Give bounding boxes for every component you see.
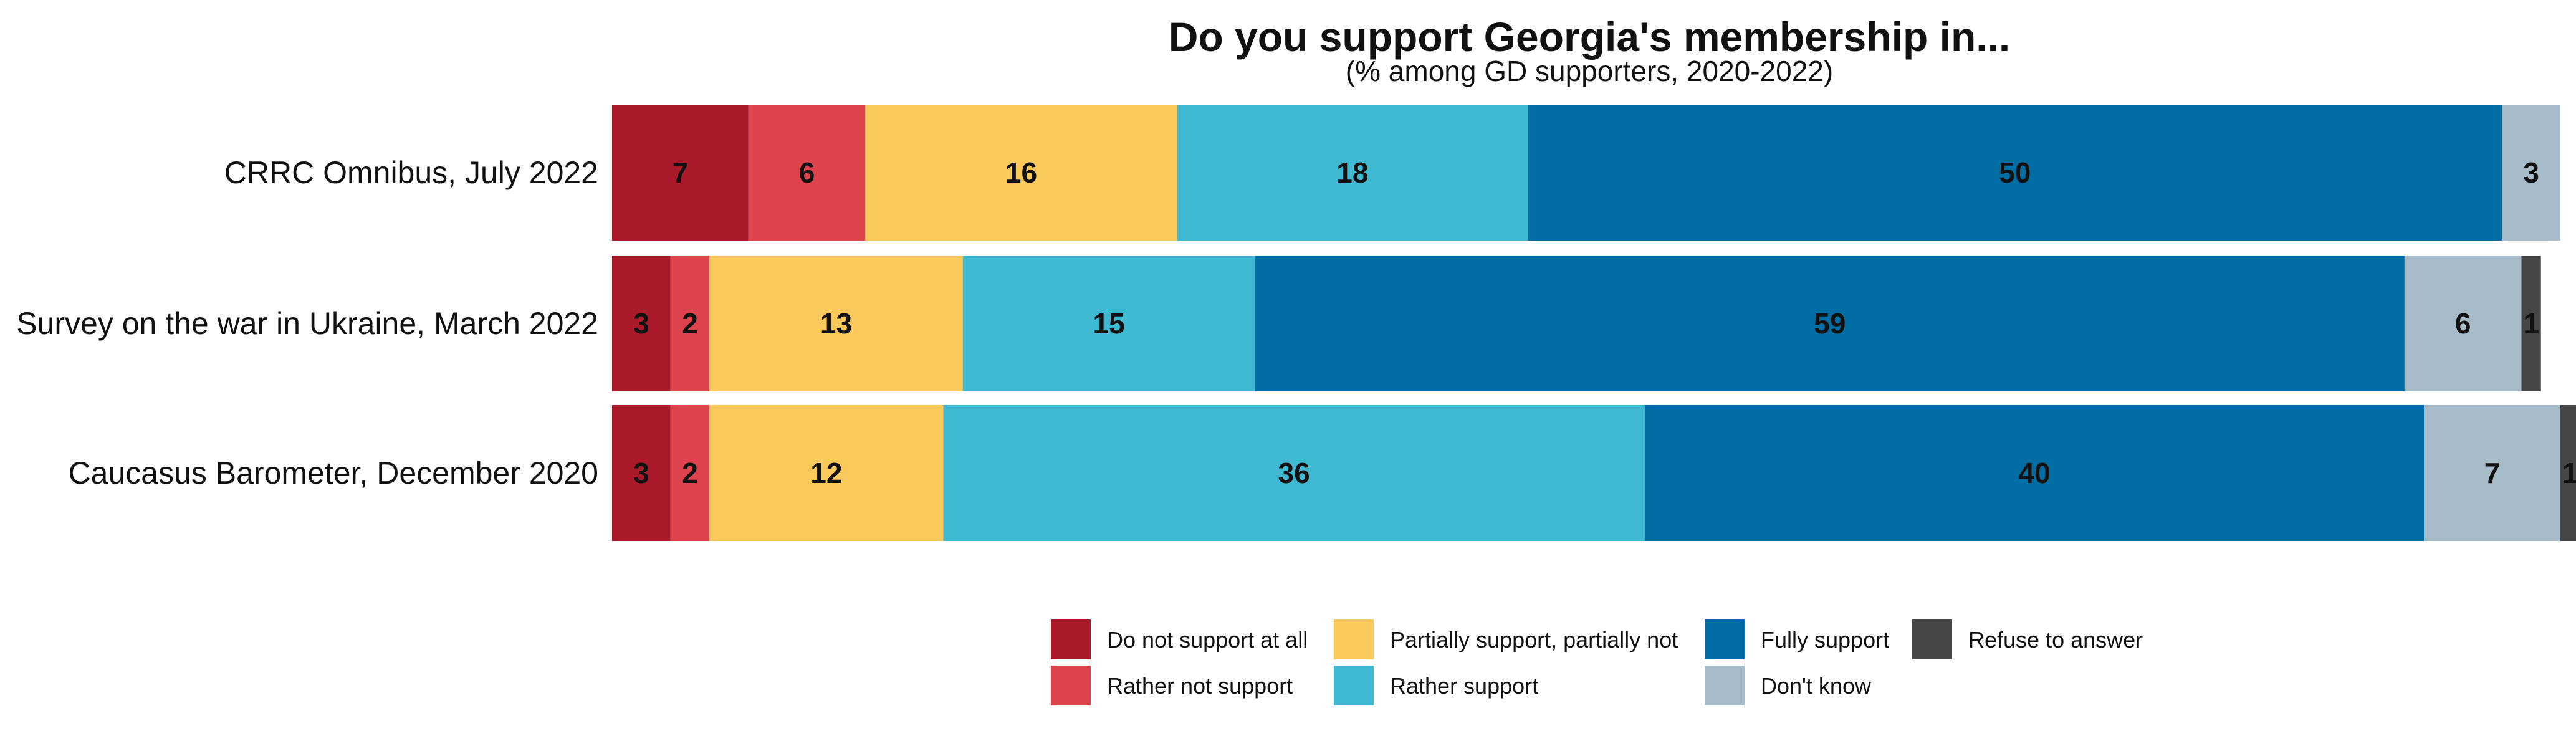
segment-value-label: 6: [799, 156, 815, 189]
bar-segment: [1255, 256, 2405, 391]
legend-label: Partially support, partially not: [1390, 627, 1678, 652]
bar-segment: [943, 405, 1645, 541]
bar-segment: [2521, 256, 2541, 391]
legend-label: Don't know: [1761, 673, 1872, 699]
segment-value-label: 6: [2455, 307, 2471, 340]
segment-value-label: 2: [682, 307, 698, 340]
category-label: Caucasus Barometer, December 2020: [69, 456, 598, 490]
chart-title: Do you support Georgia's membership in..…: [1169, 14, 2011, 60]
legend: Do not support at all Rather not support P…: [1051, 619, 2143, 705]
legend-swatch: [1334, 666, 1374, 705]
bar-segment: [1644, 405, 2425, 541]
segment-value-label: 15: [1093, 307, 1125, 340]
legend-label: Rather not support: [1107, 673, 1293, 699]
legend-swatch: [1912, 619, 1952, 659]
segment-value-label: 36: [1278, 457, 1310, 489]
bar-segment: [748, 105, 866, 241]
segment-value-label: 12: [810, 457, 842, 489]
legend-swatch: [1705, 619, 1745, 659]
segment-value-label: 1: [2523, 307, 2539, 340]
bar-segment: [2502, 105, 2560, 241]
legend-label: Rather support: [1390, 673, 1538, 699]
bar-segment: [2560, 405, 2576, 541]
legend-label: Do not support at all: [1107, 627, 1308, 652]
legend-label: Fully support: [1761, 627, 1889, 652]
segment-value-label: 40: [2018, 457, 2050, 489]
bar-segment: [1528, 105, 2502, 241]
category-label: CRRC Omnibus, July 2022: [224, 155, 598, 190]
segment-value-label: 7: [2484, 457, 2501, 489]
segment-value-label: 3: [2523, 156, 2539, 189]
bar-segment: [709, 256, 963, 391]
legend-swatch: [1051, 619, 1091, 659]
segment-value-label: 18: [1336, 156, 1368, 189]
legend-swatch: [1051, 666, 1091, 705]
bar-segment: [670, 256, 710, 391]
bar-segment: [2424, 405, 2560, 541]
bar-segment: [612, 256, 671, 391]
bar-segment: [1177, 105, 1528, 241]
bar-segment: [612, 405, 671, 541]
segment-value-label: 50: [1999, 156, 2031, 189]
chart-subtitle: (% among GD supporters, 2020-2022): [1346, 55, 1833, 87]
bar-segment: [612, 105, 749, 241]
segment-value-label: 3: [633, 457, 649, 489]
segment-value-label: 3: [633, 307, 649, 340]
legend-label: Refuse to answer: [1968, 627, 2143, 652]
segment-value-label: 59: [1814, 307, 1846, 340]
bar-segment: [670, 405, 710, 541]
legend-swatch: [1334, 619, 1374, 659]
segment-value-label: 2: [682, 457, 698, 489]
category-label: Survey on the war in Ukraine, March 2022: [16, 306, 598, 341]
bar-segment: [709, 405, 944, 541]
segment-value-label: 13: [820, 307, 852, 340]
legend-swatch: [1705, 666, 1745, 705]
segment-value-label: 7: [673, 156, 689, 189]
bar-segment: [865, 105, 1177, 241]
bar-segment: [2404, 256, 2522, 391]
bar-segment: [962, 256, 1255, 391]
segment-value-label: 16: [1005, 156, 1037, 189]
segment-value-label: 1: [2562, 457, 2576, 489]
